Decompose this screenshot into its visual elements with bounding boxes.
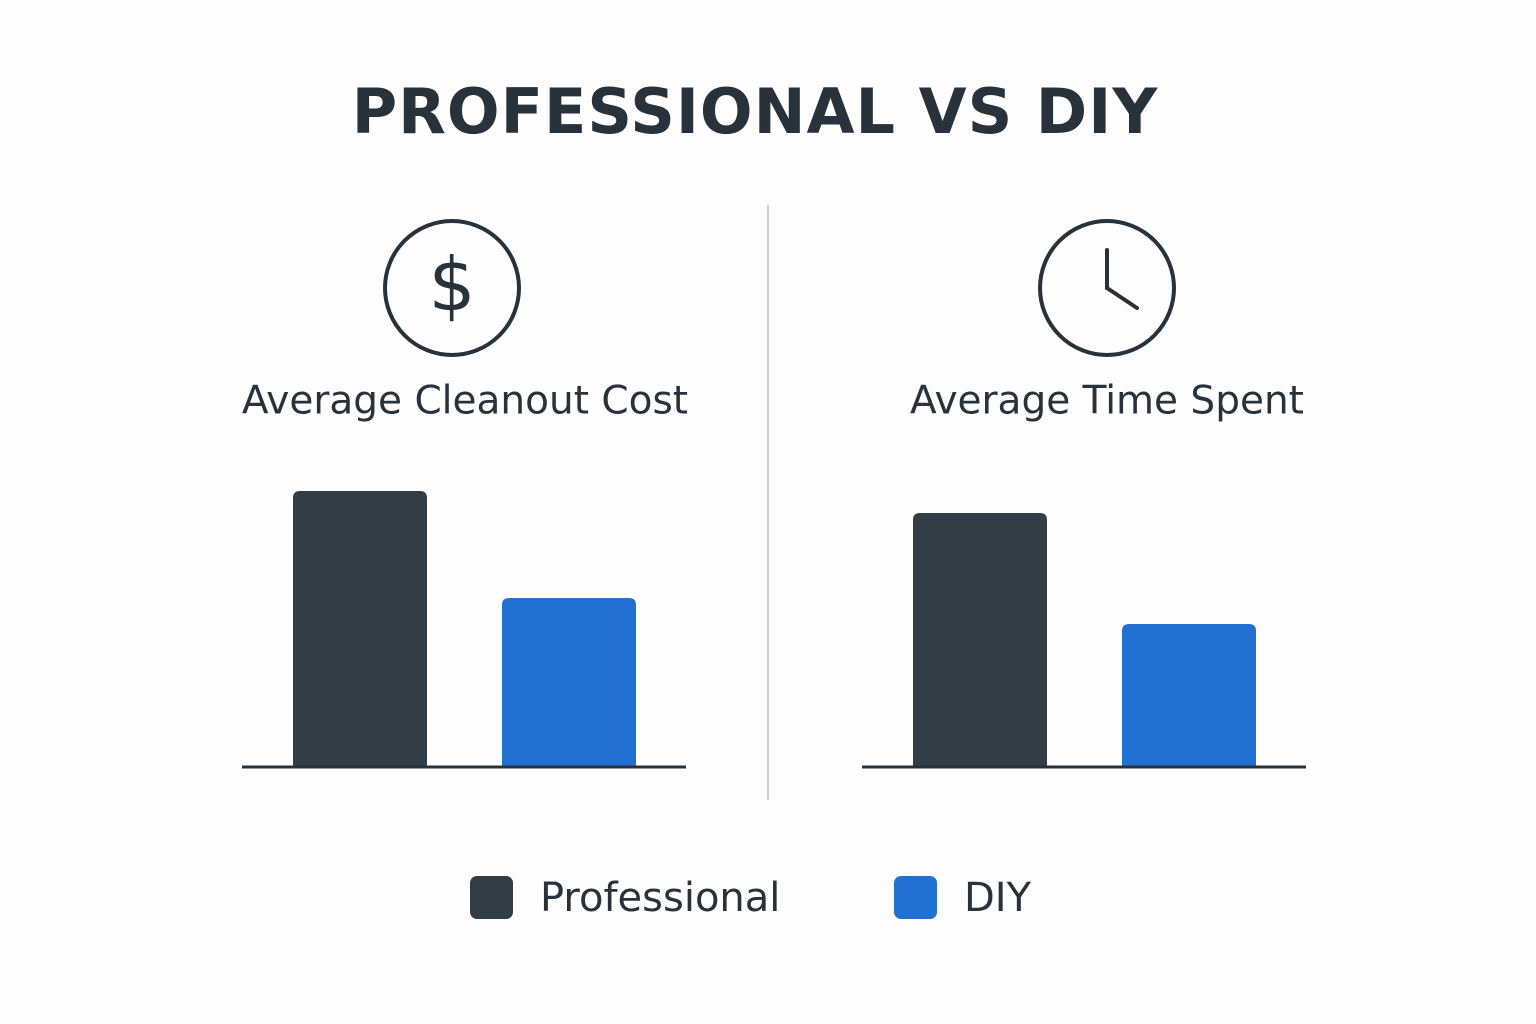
- bar: Professional: [913, 513, 1047, 767]
- dollar-icon: $: [383, 219, 521, 357]
- legend-swatch: [894, 876, 937, 919]
- bar: DIY: [502, 598, 636, 767]
- page-title: PROFESSIONAL VS DIY: [352, 75, 1159, 148]
- bar: Professional: [293, 491, 427, 767]
- clock-icon: [1038, 219, 1176, 357]
- legend-label: DIY: [964, 875, 1032, 921]
- svg-text:$: $: [428, 243, 475, 329]
- bar: DIY: [1122, 624, 1256, 767]
- legend-swatch: [470, 876, 513, 919]
- chart-title: Average Time Spent: [910, 379, 1304, 424]
- chart-title: Average Cleanout Cost: [242, 379, 688, 424]
- legend-label: Professional: [540, 875, 780, 921]
